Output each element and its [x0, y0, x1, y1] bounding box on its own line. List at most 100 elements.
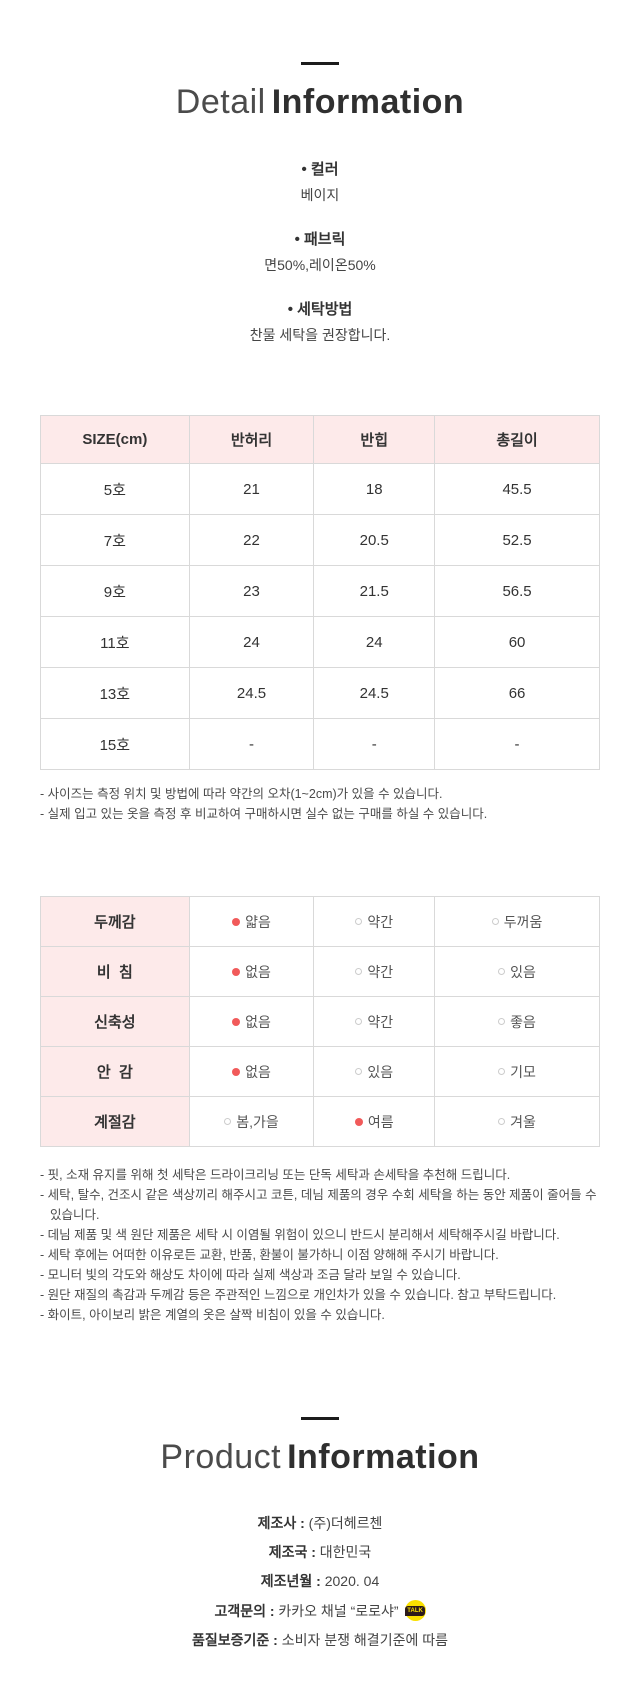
attribute-option-cell: 약간 [313, 996, 436, 1048]
care-note-line: - 세탁, 탈수, 건조시 같은 색상끼리 해주시고 코튼, 데님 제품의 경우… [40, 1188, 597, 1223]
attribute-label-cell: 계절감 [40, 1096, 190, 1148]
size-value-cell: 56.5 [434, 565, 600, 618]
product-field-value: 2020. 04 [324, 1573, 380, 1590]
size-name-cell: 9호 [40, 565, 190, 618]
size-value-cell: 21.5 [313, 565, 436, 618]
size-value-cell: 45.5 [434, 463, 600, 516]
product-field: 제조년월 : 2020. 04 [0, 1571, 640, 1591]
attribute-row: 계절감 봄,가을 여름 겨울 [40, 1096, 600, 1148]
care-note-line: - 모니터 빛의 각도와 해상도 차이에 따라 실제 색상과 조금 달라 보일 … [40, 1268, 461, 1283]
attribute-table: 두께감 얇음 약간 두꺼움 비 침 없음 약간 있음 신축성 없음 약간 좋음 안 감 없음 있음 기모 계절감… [40, 896, 600, 1148]
attribute-label-cell: 비 침 [40, 946, 190, 998]
radio-unselected-icon [498, 1018, 506, 1026]
care-note-line: - 핏, 소재 유지를 위해 첫 세탁은 드라이크리닝 또는 단독 세탁과 손세… [40, 1168, 511, 1183]
attribute-option-label: 없음 [245, 963, 271, 980]
detail-information-header: Detail Information [0, 62, 640, 122]
radio-selected-icon [232, 917, 241, 926]
size-note-line: - 사이즈는 측정 위치 및 방법에 따라 약간의 오차(1~2cm)가 있을 … [40, 787, 443, 802]
size-table-row: 11호 24 24 60 [40, 616, 600, 669]
attribute-row: 안 감 없음 있음 기모 [40, 1046, 600, 1098]
size-note-line: - 실제 입고 있는 옷을 측정 후 비교하여 구매하시면 실수 없는 구매를 … [40, 807, 488, 822]
size-name-cell: 13호 [40, 667, 190, 720]
size-value-cell: - [188, 718, 315, 771]
size-value-cell: 66 [434, 667, 600, 720]
radio-selected-icon [354, 1117, 363, 1126]
size-table-header-cell: 총길이 [434, 415, 600, 465]
spec-value: 면50%,레이온50% [264, 257, 376, 274]
attribute-option-cell: 약간 [313, 946, 436, 998]
kakaotalk-icon: TALK [404, 1600, 426, 1622]
attribute-label-cell: 안 감 [40, 1046, 190, 1098]
attribute-option-cell: 겨울 [434, 1096, 600, 1148]
radio-unselected-icon [491, 918, 499, 926]
size-name-cell: 5호 [40, 463, 190, 516]
product-field-value: 카카오 채널 “로로샤” [278, 1602, 399, 1619]
kakaotalk-bubble: TALK [405, 1605, 425, 1616]
attribute-option-label: 겨울 [510, 1113, 536, 1130]
product-field: 고객문의 : 카카오 채널 “로로샤” TALK [0, 1600, 640, 1622]
attribute-option-label: 없음 [245, 1013, 271, 1030]
radio-selected-icon [232, 1017, 241, 1026]
spec-label: • 패브릭 [294, 231, 346, 249]
attribute-row: 두께감 얇음 약간 두꺼움 [40, 896, 600, 948]
attribute-option-cell: 좋음 [434, 996, 600, 1048]
attribute-option-cell: 얇음 [188, 896, 315, 948]
size-name-cell: 15호 [40, 718, 190, 771]
attribute-option-label: 약간 [367, 1013, 394, 1030]
product-field: 품질보증기준 : 소비자 분쟁 해결기준에 따름 [0, 1630, 640, 1650]
product-field-value: 소비자 분쟁 해결기준에 따름 [281, 1632, 448, 1649]
product-field: 제조국 : 대한민국 [0, 1542, 640, 1562]
attribute-option-cell: 있음 [434, 946, 600, 998]
attribute-option-label: 좋음 [510, 1013, 536, 1030]
radio-selected-icon [232, 1067, 241, 1076]
product-field: 제조사 : (주)더헤르첸 [0, 1513, 640, 1533]
spec-list: • 컬러 베이지 • 패브릭 면50%,레이온50% • 세탁방법 찬물 세탁을 권장합니… [0, 158, 640, 345]
attribute-row: 비 침 없음 약간 있음 [40, 946, 600, 998]
size-table-row: 9호 23 21.5 56.5 [40, 565, 600, 618]
product-field-label: 제조사 : [257, 1515, 309, 1532]
size-value-cell: - [434, 718, 600, 771]
product-field-label: 품질보증기준 : [192, 1632, 282, 1649]
attribute-table-body: 두께감 얇음 약간 두꺼움 비 침 없음 약간 있음 신축성 없음 약간 좋음 안 감 없음 있음 기모 계절감… [40, 896, 600, 1148]
product-field-label: 고객문의 : [214, 1602, 279, 1619]
attribute-label-cell: 신축성 [40, 996, 190, 1048]
attribute-option-label: 있음 [367, 1063, 394, 1080]
size-table-row: 7호 22 20.5 52.5 [40, 514, 600, 567]
attribute-option-cell: 없음 [188, 946, 315, 998]
attribute-option-label: 얇음 [245, 913, 271, 930]
attribute-option-label: 약간 [367, 913, 394, 930]
product-title-light: Product [160, 1438, 282, 1477]
spec-item: • 컬러 베이지 [0, 158, 640, 205]
attribute-option-label: 있음 [510, 963, 536, 980]
radio-unselected-icon [498, 1118, 506, 1126]
size-value-cell: 23 [188, 565, 315, 618]
attribute-option-label: 여름 [367, 1113, 394, 1130]
care-note-line: - 데님 제품 및 색 원단 제품은 세탁 시 이염될 위험이 있으니 반드시 … [40, 1228, 560, 1243]
product-information-title: Product Information [0, 1438, 640, 1477]
detail-title-light: Detail [175, 83, 266, 121]
size-value-cell: 52.5 [434, 514, 600, 567]
attribute-option-label: 기모 [510, 1063, 536, 1080]
product-title-bold: Information [287, 1438, 480, 1477]
size-value-cell: 24.5 [313, 667, 436, 720]
detail-title-bold: Information [271, 83, 465, 121]
size-name-cell: 7호 [40, 514, 190, 567]
header-rule [301, 1417, 339, 1421]
radio-unselected-icon [498, 968, 506, 976]
size-name-cell: 11호 [40, 616, 190, 669]
radio-unselected-icon [355, 968, 363, 976]
size-value-cell: 21 [188, 463, 315, 516]
product-information-header: Product Information [0, 1417, 640, 1477]
care-note-line: - 화이트, 아이보리 밝은 계열의 옷은 살짝 비침이 있을 수 있습니다. [40, 1308, 385, 1323]
product-field-label: 제조국 : [268, 1544, 320, 1561]
care-note-line: - 원단 재질의 촉감과 두께감 등은 주관적인 느낌으로 개인차가 있을 수 … [40, 1288, 557, 1303]
radio-unselected-icon [498, 1068, 506, 1076]
radio-unselected-icon [355, 1018, 363, 1026]
care-notes: - 핏, 소재 유지를 위해 첫 세탁은 드라이크리닝 또는 단독 세탁과 손세… [40, 1165, 600, 1325]
size-table-row: 15호 - - - [40, 718, 600, 771]
size-value-cell: 18 [313, 463, 436, 516]
attribute-label-cell: 두께감 [40, 896, 190, 948]
radio-unselected-icon [355, 918, 363, 926]
size-table-header-cell: 반허리 [188, 415, 315, 465]
